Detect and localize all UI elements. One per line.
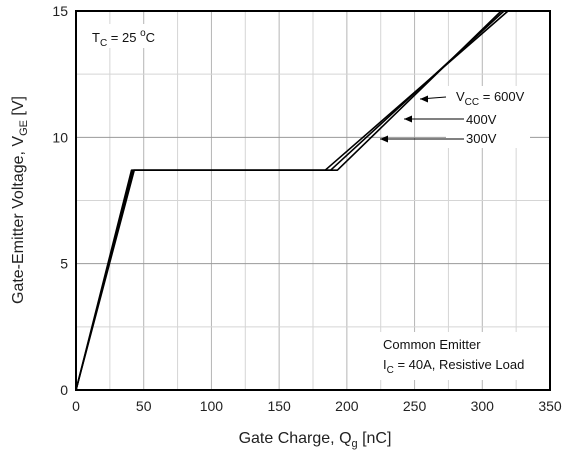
x-tick-label: 250 xyxy=(403,398,427,414)
series-labels: VCC = 600V 400V 300V xyxy=(380,86,530,148)
x-tick-label: 200 xyxy=(335,398,359,414)
series-label-600v: VCC = 600V xyxy=(456,89,525,108)
x-tick-label: 350 xyxy=(538,398,562,414)
y-tick-label: 15 xyxy=(52,3,68,19)
y-axis-label: Gate-Emitter Voltage, VGE [V] xyxy=(10,96,30,304)
x-tick-label: 100 xyxy=(200,398,224,414)
y-tick-label: 0 xyxy=(60,382,68,398)
svg-text:TC = 25 oC: TC = 25 oC xyxy=(92,28,155,49)
common-emitter-label: Common Emitter xyxy=(383,337,481,352)
grid-lines xyxy=(76,11,550,390)
series-label-300v: 300V xyxy=(466,131,497,146)
y-tick-label: 5 xyxy=(60,256,68,272)
x-tick-label: 150 xyxy=(267,398,291,414)
series-lines xyxy=(75,10,509,391)
series-line-300v xyxy=(75,10,509,391)
temperature-annotation: TC = 25 oC xyxy=(84,24,164,49)
tick-labels: 0 50 100 150 200 250 300 350 0 5 10 15 xyxy=(52,3,561,414)
conditions-annotation: Common Emitter IC = 40A, Resistive Load xyxy=(376,332,546,380)
x-axis-label: Gate Charge, Qg [nC] xyxy=(239,430,392,450)
x-tick-label: 300 xyxy=(471,398,495,414)
x-tick-label: 50 xyxy=(136,398,152,414)
ic-condition-label: IC = 40A, Resistive Load xyxy=(383,357,524,376)
y-tick-label: 10 xyxy=(52,129,68,145)
series-label-400v: 400V xyxy=(466,112,497,127)
plot-frame xyxy=(75,10,551,391)
x-tick-label: 0 xyxy=(72,398,80,414)
